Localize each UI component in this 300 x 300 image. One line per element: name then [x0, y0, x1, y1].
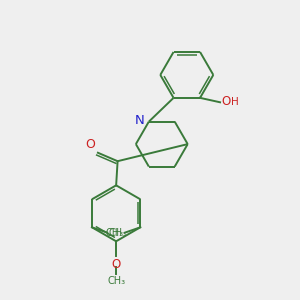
Text: CH₃: CH₃ — [106, 228, 124, 238]
Text: O: O — [112, 258, 121, 272]
Text: O: O — [221, 95, 230, 108]
Text: N: N — [135, 114, 145, 127]
Text: CH₃: CH₃ — [107, 276, 125, 286]
Text: CH₃: CH₃ — [109, 228, 127, 238]
Text: O: O — [85, 138, 95, 151]
Text: H: H — [231, 97, 239, 107]
